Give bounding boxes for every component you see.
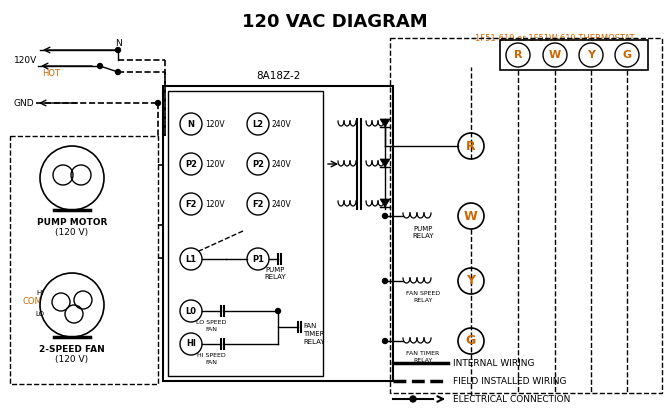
Text: P2: P2 xyxy=(252,160,264,168)
Bar xyxy=(10,136,158,384)
Text: HI: HI xyxy=(186,339,196,349)
Text: 240V: 240V xyxy=(272,119,291,129)
Text: 120 VAC DIAGRAM: 120 VAC DIAGRAM xyxy=(242,13,428,31)
Text: 120V: 120V xyxy=(205,160,224,168)
Circle shape xyxy=(383,339,387,344)
Text: L2: L2 xyxy=(253,119,263,129)
Text: ELECTRICAL CONNECTION: ELECTRICAL CONNECTION xyxy=(453,395,570,403)
Text: FAN: FAN xyxy=(205,360,217,365)
Text: F2: F2 xyxy=(185,199,197,209)
Text: FAN SPEED: FAN SPEED xyxy=(406,291,440,296)
Text: RELAY: RELAY xyxy=(413,358,433,363)
Text: FAN TIMER: FAN TIMER xyxy=(407,351,440,356)
Text: Y: Y xyxy=(587,50,595,60)
Text: INTERNAL WIRING: INTERNAL WIRING xyxy=(453,359,535,367)
Text: 8A18Z-2: 8A18Z-2 xyxy=(256,71,300,81)
Text: PUMP: PUMP xyxy=(265,267,285,273)
Text: GND: GND xyxy=(14,98,35,108)
Text: RELAY: RELAY xyxy=(303,339,325,345)
Circle shape xyxy=(275,308,281,313)
Text: G: G xyxy=(622,50,632,60)
Text: R: R xyxy=(514,50,522,60)
Text: L0: L0 xyxy=(186,307,196,316)
Text: HOT: HOT xyxy=(42,68,60,78)
Text: 240V: 240V xyxy=(272,160,291,168)
Text: (120 V): (120 V) xyxy=(56,228,88,237)
Circle shape xyxy=(98,64,103,68)
Text: FAN: FAN xyxy=(205,327,217,332)
Bar xyxy=(390,38,662,393)
Text: RELAY: RELAY xyxy=(264,274,286,280)
Text: 120V: 120V xyxy=(205,119,224,129)
Text: F2: F2 xyxy=(252,199,264,209)
Polygon shape xyxy=(380,199,390,207)
Text: PUMP: PUMP xyxy=(413,226,433,232)
Text: L1: L1 xyxy=(186,254,196,264)
Text: W: W xyxy=(549,50,561,60)
Bar xyxy=(163,86,393,381)
Text: TIMER: TIMER xyxy=(303,331,324,337)
Text: LO SPEED: LO SPEED xyxy=(196,320,226,325)
Polygon shape xyxy=(380,159,390,167)
Text: 1F51-619 or 1F51W-619 THERMOSTAT: 1F51-619 or 1F51W-619 THERMOSTAT xyxy=(475,34,634,43)
Text: R: R xyxy=(466,140,476,153)
Text: 240V: 240V xyxy=(272,199,291,209)
Text: W: W xyxy=(464,210,478,222)
Text: 120V: 120V xyxy=(14,55,38,65)
Circle shape xyxy=(115,47,121,52)
Text: FIELD INSTALLED WIRING: FIELD INSTALLED WIRING xyxy=(453,377,567,385)
Text: COM: COM xyxy=(22,297,42,307)
Bar xyxy=(500,40,648,70)
Text: Y: Y xyxy=(466,274,476,287)
Text: HI: HI xyxy=(37,290,44,296)
Circle shape xyxy=(115,70,121,75)
Text: LO: LO xyxy=(35,311,44,317)
Text: N: N xyxy=(115,39,121,47)
Text: HI SPEED: HI SPEED xyxy=(196,353,225,358)
Circle shape xyxy=(383,214,387,218)
Bar xyxy=(168,91,323,376)
Text: RELAY: RELAY xyxy=(413,298,433,303)
Text: RELAY: RELAY xyxy=(412,233,433,239)
Text: 2-SPEED FAN: 2-SPEED FAN xyxy=(39,345,105,354)
Polygon shape xyxy=(380,119,390,127)
Circle shape xyxy=(410,396,416,402)
Text: (120 V): (120 V) xyxy=(56,355,88,364)
Text: G: G xyxy=(466,334,476,347)
Text: N: N xyxy=(188,119,194,129)
Circle shape xyxy=(155,101,161,106)
Text: FAN: FAN xyxy=(303,323,316,329)
Text: PUMP MOTOR: PUMP MOTOR xyxy=(37,218,107,227)
Text: 120V: 120V xyxy=(205,199,224,209)
Text: P2: P2 xyxy=(185,160,197,168)
Circle shape xyxy=(383,279,387,284)
Text: P1: P1 xyxy=(252,254,264,264)
